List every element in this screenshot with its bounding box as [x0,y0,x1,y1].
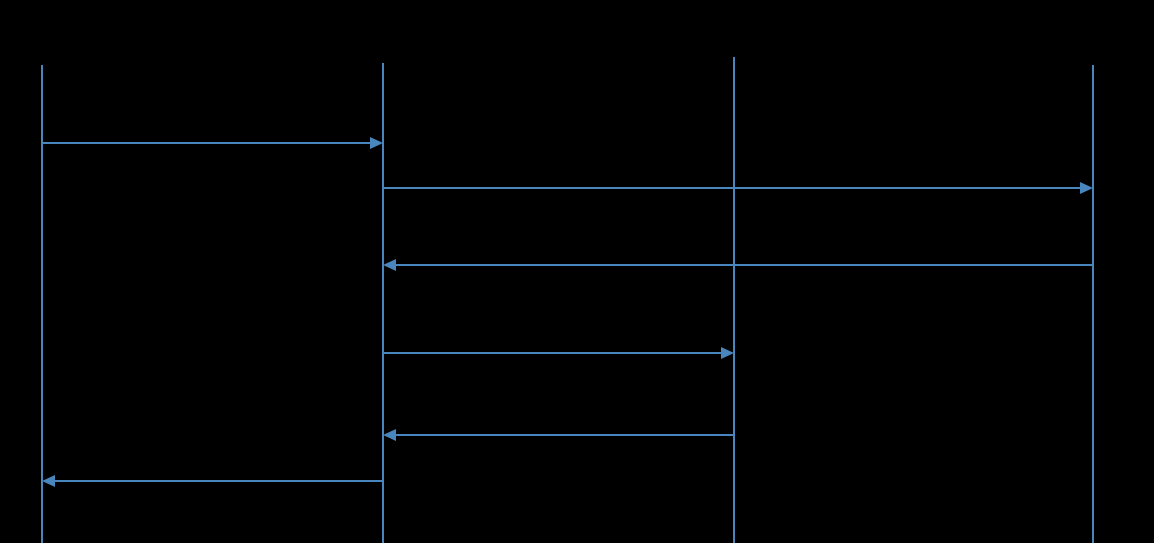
message-6-arrowhead-icon [42,475,55,487]
lifeline-3 [733,57,735,543]
message-2-line [383,187,1082,189]
lifeline-4 [1092,65,1094,543]
lifeline-1 [41,65,43,543]
message-1-line [42,142,372,144]
message-3-line [394,264,1093,266]
message-2-arrowhead-icon [1080,182,1093,194]
message-5-line [394,434,734,436]
message-4-arrowhead-icon [721,347,734,359]
message-4-line [383,352,723,354]
message-3-arrowhead-icon [383,259,396,271]
message-6-line [53,480,383,482]
message-5-arrowhead-icon [383,429,396,441]
lifeline-2 [382,63,384,543]
message-1-arrowhead-icon [370,137,383,149]
